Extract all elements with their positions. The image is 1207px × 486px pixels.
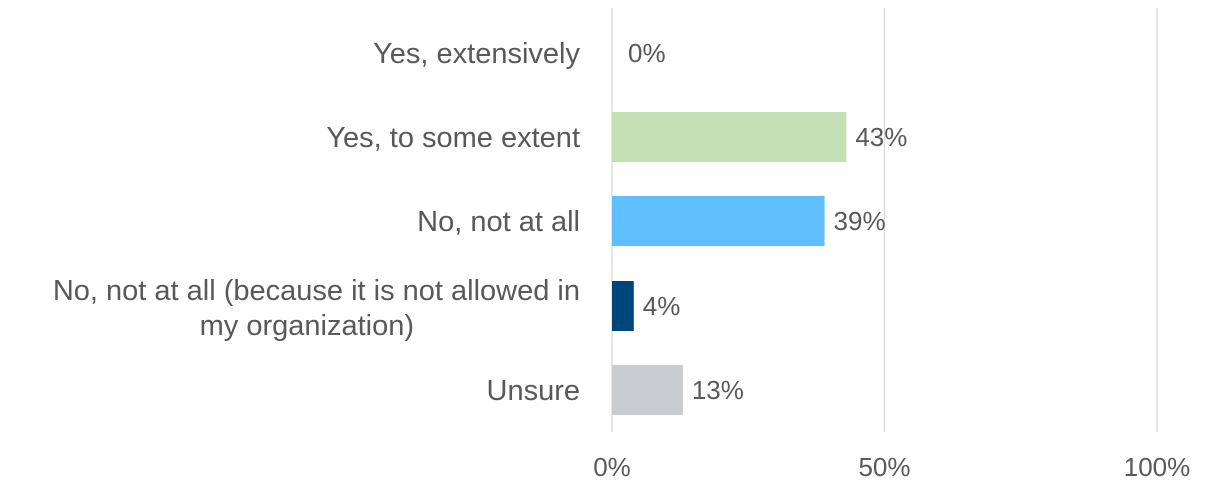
category-label: Yes, to some extent xyxy=(326,122,580,154)
category-label: Yes, extensively xyxy=(373,38,580,70)
bars xyxy=(612,112,847,415)
data-label: 0% xyxy=(628,38,666,68)
category-labels: Yes, extensively Yes, to some extent No, n… xyxy=(53,38,581,407)
x-tick-label: 0% xyxy=(593,452,631,482)
data-label: 4% xyxy=(643,291,681,321)
x-tick-label: 50% xyxy=(858,452,910,482)
bar xyxy=(612,112,847,162)
data-label: 39% xyxy=(834,206,886,236)
category-label: Unsure xyxy=(487,375,581,407)
data-label: 43% xyxy=(855,122,907,152)
data-labels: 0% 43% 39% 4% 13% xyxy=(628,38,907,405)
x-tick-label: 100% xyxy=(1124,452,1191,482)
data-label: 13% xyxy=(692,375,744,405)
bar xyxy=(612,365,683,415)
x-axis-tick-labels: 0% 50% 100% xyxy=(593,452,1190,482)
bar xyxy=(612,281,634,331)
bar xyxy=(612,196,825,246)
category-label: No, not at all xyxy=(417,206,580,238)
category-label: No, not at all (because it is not allowe… xyxy=(53,275,580,342)
